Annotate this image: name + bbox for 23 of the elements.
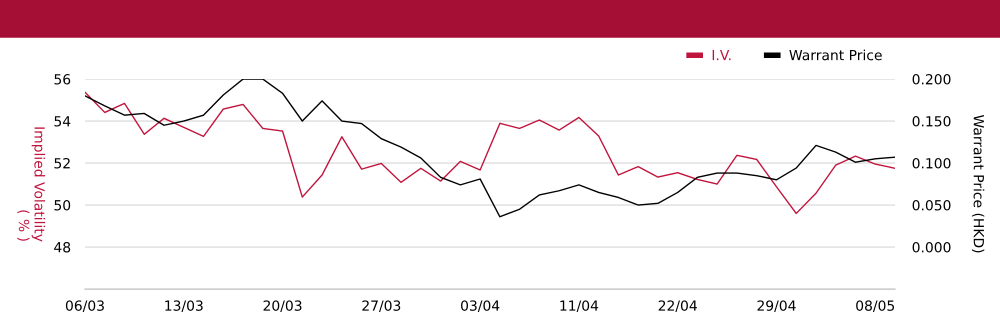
y-tick-label: 52 <box>54 158 70 169</box>
y-tick-label: 54 <box>54 116 70 127</box>
x-tick-label: 20/03 <box>264 300 302 312</box>
legend-label: Warrant Price <box>789 50 882 60</box>
y2-tick-label: 0.200 <box>912 74 951 85</box>
y-tick-label: 50 <box>54 200 70 210</box>
y2-tick-label: 0.150 <box>912 116 951 127</box>
y2-tick-label: 0.100 <box>912 158 951 169</box>
y2-tick-label: 0.000 <box>912 242 951 252</box>
y2-axis-title: Warrant Price (HKD) <box>972 114 984 252</box>
x-tick-label: 29/04 <box>757 300 796 312</box>
x-tick-label: 11/04 <box>560 300 598 312</box>
x-tick-label: 27/03 <box>362 300 400 312</box>
legend-label: I.V. <box>712 50 730 60</box>
x-tick-label: 22/04 <box>658 300 697 312</box>
x-tick-label: 06/03 <box>66 300 104 312</box>
x-tick-label: 08/05 <box>856 300 894 312</box>
x-tick-label: 03/04 <box>461 300 500 312</box>
x-tick-label: 13/03 <box>165 300 203 312</box>
y-tick-label: 56 <box>54 74 70 85</box>
y2-tick-label: 0.050 <box>912 200 951 210</box>
y-axis-title: Implied Volatility ( % ) <box>17 127 46 242</box>
y-tick-label: 48 <box>54 242 70 252</box>
